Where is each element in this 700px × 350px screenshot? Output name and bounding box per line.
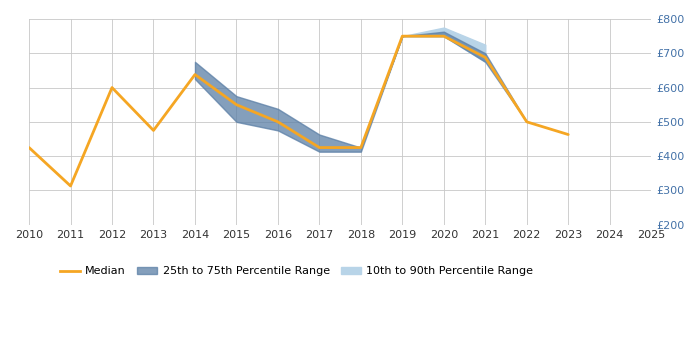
Legend: Median, 25th to 75th Percentile Range, 10th to 90th Percentile Range: Median, 25th to 75th Percentile Range, 1… bbox=[55, 262, 538, 281]
